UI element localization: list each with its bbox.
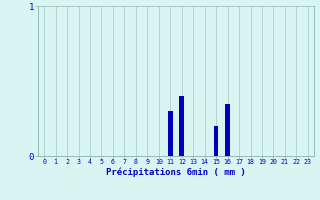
X-axis label: Précipitations 6min ( mm ): Précipitations 6min ( mm ) (106, 168, 246, 177)
Bar (180, 96, 184, 156)
Bar (214, 126, 219, 156)
Bar (168, 111, 172, 156)
Bar (225, 104, 230, 156)
